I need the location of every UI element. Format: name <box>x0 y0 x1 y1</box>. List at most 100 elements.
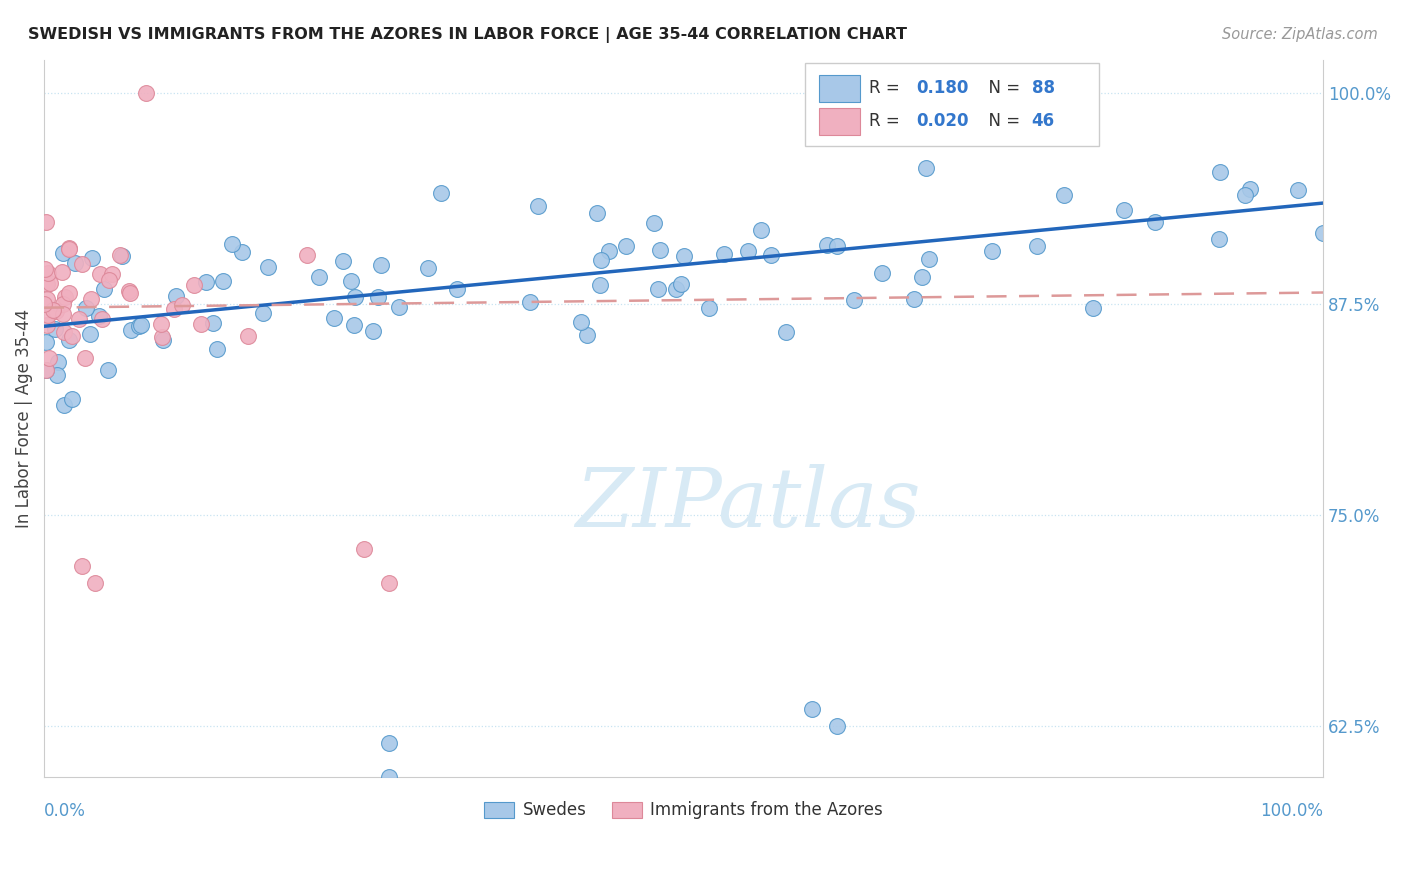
Point <box>1143 215 1166 229</box>
Point <box>257 260 280 274</box>
Point <box>842 293 865 308</box>
Point <box>1025 239 1047 253</box>
FancyBboxPatch shape <box>820 108 860 135</box>
Point <box>308 269 330 284</box>
Point <box>67 312 90 326</box>
Text: SWEDISH VS IMMIGRANTS FROM THE AZORES IN LABOR FORCE | AGE 35-44 CORRELATION CHA: SWEDISH VS IMMIGRANTS FROM THE AZORES IN… <box>28 27 907 43</box>
Point <box>825 239 848 253</box>
Text: N =: N = <box>977 112 1025 129</box>
Point <box>713 247 735 261</box>
Point <box>430 186 453 200</box>
Point <box>80 251 103 265</box>
Point <box>72 257 94 271</box>
Point <box>58 241 80 255</box>
Point <box>39 276 62 290</box>
Point <box>370 258 392 272</box>
Point <box>97 363 120 377</box>
Point <box>236 328 259 343</box>
Point <box>614 239 637 253</box>
Point <box>981 244 1004 259</box>
Point <box>42 303 65 318</box>
Point <box>527 199 550 213</box>
Point <box>1081 301 1104 315</box>
Point <box>697 301 720 315</box>
Point <box>172 298 194 312</box>
Point <box>221 236 243 251</box>
FancyBboxPatch shape <box>820 76 860 102</box>
Text: R =: R = <box>869 78 905 96</box>
Point <box>598 244 620 259</box>
Point <box>1052 188 1074 202</box>
Point <box>51 265 73 279</box>
Point <box>202 316 225 330</box>
Point <box>38 351 60 365</box>
Point <box>825 719 848 733</box>
Text: 0.020: 0.020 <box>917 112 969 129</box>
Text: ZIPatlas: ZIPatlas <box>575 465 921 544</box>
Point <box>367 290 389 304</box>
Point <box>353 542 375 557</box>
Point <box>79 327 101 342</box>
Point <box>323 311 346 326</box>
Point <box>671 277 693 292</box>
Point <box>44 322 66 336</box>
Point <box>110 248 132 262</box>
Point <box>378 575 401 590</box>
Point <box>52 307 75 321</box>
Point <box>37 266 59 280</box>
Point <box>1209 165 1232 179</box>
Point <box>775 325 797 339</box>
Text: R =: R = <box>869 112 905 129</box>
Point <box>35 318 58 332</box>
Point <box>665 282 688 296</box>
Point <box>332 253 354 268</box>
Text: 0.0%: 0.0% <box>44 802 86 821</box>
Point <box>295 248 318 262</box>
Point <box>190 317 212 331</box>
Point <box>1239 182 1261 196</box>
Point <box>446 282 468 296</box>
Point <box>75 351 97 366</box>
Point <box>911 270 934 285</box>
Point <box>519 294 541 309</box>
Point <box>416 261 439 276</box>
Point <box>647 282 669 296</box>
Point <box>378 770 401 784</box>
Point <box>589 252 612 267</box>
Point <box>34 362 56 376</box>
Point <box>120 286 142 301</box>
Point <box>914 161 936 175</box>
Point <box>575 327 598 342</box>
Point <box>72 558 94 573</box>
Point <box>648 244 671 258</box>
Text: 88: 88 <box>1032 78 1054 96</box>
Point <box>53 325 76 339</box>
Point <box>35 215 58 229</box>
Point <box>388 300 411 314</box>
Text: 0.180: 0.180 <box>917 78 969 96</box>
Point <box>135 87 157 101</box>
Point <box>52 245 75 260</box>
Point <box>343 318 366 332</box>
Point <box>1286 183 1309 197</box>
Point <box>84 575 107 590</box>
Point <box>152 333 174 347</box>
Point <box>120 323 142 337</box>
Point <box>35 363 58 377</box>
Point <box>45 304 67 318</box>
Point <box>53 290 76 304</box>
Point <box>63 255 86 269</box>
Point <box>118 284 141 298</box>
Point <box>340 274 363 288</box>
Point <box>60 329 83 343</box>
Point <box>37 292 59 306</box>
Point <box>344 290 367 304</box>
Point <box>87 310 110 324</box>
Point <box>589 277 612 292</box>
Point <box>643 216 665 230</box>
Point <box>58 242 80 256</box>
Text: 100.0%: 100.0% <box>1260 802 1323 821</box>
Point <box>183 278 205 293</box>
Point <box>231 245 253 260</box>
Point <box>111 249 134 263</box>
